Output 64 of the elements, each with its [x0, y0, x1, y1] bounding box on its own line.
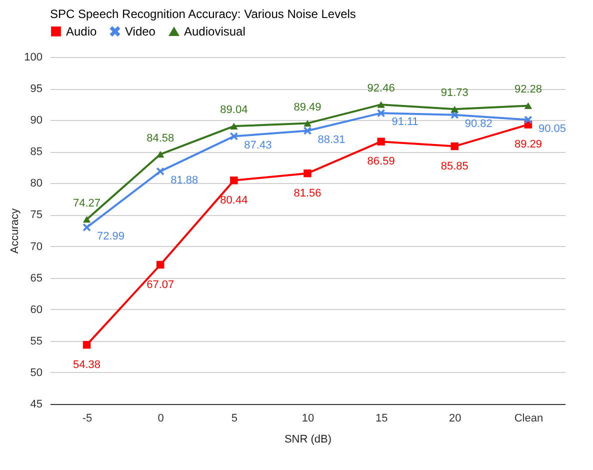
point — [377, 138, 385, 146]
point — [82, 216, 91, 223]
data-label: 87.43 — [244, 139, 272, 152]
y-tick-label: 95 — [30, 83, 42, 96]
y-tick-label: 80 — [30, 178, 42, 190]
y-tick-label: 100 — [24, 52, 42, 64]
y-tick-label: 70 — [30, 240, 42, 253]
x-tick-label: -5 — [82, 412, 92, 424]
data-label: 92.28 — [514, 84, 542, 96]
data-label: 54.38 — [73, 358, 101, 371]
y-tick-label: 90 — [30, 114, 42, 127]
data-label: 89.49 — [294, 101, 322, 114]
point — [230, 132, 238, 140]
point — [304, 126, 312, 135]
point — [230, 176, 238, 184]
y-tick-label: 65 — [30, 272, 42, 284]
point — [377, 109, 385, 117]
point — [524, 116, 532, 124]
data-label: 85.85 — [440, 160, 468, 172]
point — [450, 142, 459, 150]
data-label: 72.99 — [97, 230, 125, 242]
x-axis-title: SNR (dB) — [284, 434, 332, 446]
point — [450, 106, 459, 113]
data-label: 91.11 — [392, 116, 418, 128]
data-label: 81.56 — [294, 187, 322, 200]
data-label: 74.27 — [73, 197, 101, 210]
legend-label: Audio — [66, 24, 98, 38]
point — [304, 120, 312, 127]
data-label: 84.58 — [146, 132, 174, 144]
point — [377, 101, 385, 108]
legend-label: Audiovisual — [184, 24, 246, 39]
data-label: 81.88 — [170, 174, 198, 186]
y-tick-label: 60 — [30, 304, 42, 316]
x-tick-label: 15 — [375, 412, 388, 424]
x-tick-label: 5 — [231, 412, 238, 424]
point — [156, 260, 164, 269]
data-label: 80.44 — [220, 194, 248, 206]
x-tick-label: 10 — [302, 412, 314, 424]
data-label: 89.29 — [514, 138, 542, 151]
point — [156, 167, 164, 176]
legend-label: Video — [125, 24, 156, 38]
data-label: 91.73 — [440, 87, 468, 100]
data-label: 90.05 — [538, 122, 566, 135]
data-label: 88.31 — [318, 134, 346, 146]
point — [524, 102, 532, 110]
x-tick-label: 0 — [158, 412, 164, 424]
y-tick-label: 45 — [30, 398, 42, 410]
data-label: 92.46 — [367, 82, 395, 95]
y-tick-label: 75 — [30, 209, 42, 222]
x-tick-label: 20 — [449, 412, 462, 424]
data-label: 86.59 — [367, 156, 395, 168]
point — [82, 340, 91, 349]
point — [230, 122, 238, 130]
data-label: 67.07 — [146, 278, 174, 291]
data-label: 90.82 — [464, 118, 492, 130]
point — [82, 224, 91, 232]
x-tick-label: Clean — [514, 412, 544, 424]
y-axis-title: Accuracy — [9, 208, 22, 254]
y-tick-label: 50 — [30, 366, 42, 379]
data-label: 89.04 — [220, 104, 248, 116]
y-tick-label: 55 — [30, 335, 42, 348]
y-tick-label: 85 — [30, 146, 42, 158]
chart-title: SPC Speech Recognition Accuracy: Various Noise Levels — [50, 7, 356, 21]
point — [304, 169, 312, 178]
